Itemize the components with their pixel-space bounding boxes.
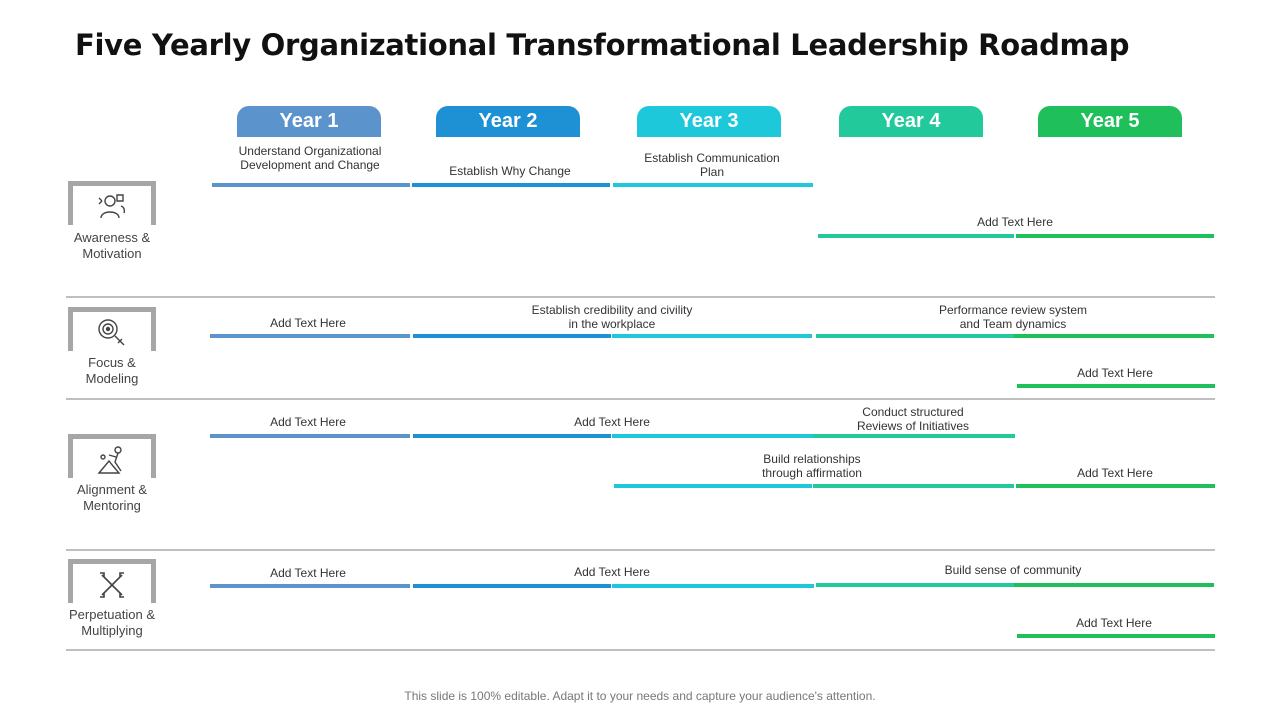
category-awareness-label: Awareness & Motivation bbox=[73, 230, 151, 261]
task-establish-credibility: Establish credibility and civility in th… bbox=[531, 303, 693, 331]
year-4-label: Year 4 bbox=[881, 110, 941, 132]
category-perpetuation-label: Perpetuation & Multiplying bbox=[68, 607, 155, 638]
bar-alignment-y2 bbox=[413, 434, 611, 438]
bar-perpetuation-y4 bbox=[816, 583, 1014, 587]
row-divider-4 bbox=[66, 649, 1215, 651]
bar-awareness-y5 bbox=[1016, 234, 1214, 238]
perpetuation-icon-frame bbox=[68, 559, 156, 603]
bar-perpetuation-y3 bbox=[612, 584, 814, 588]
task-understand-org-dev: Understand Organizational Development an… bbox=[238, 144, 382, 172]
year-1-label: Year 1 bbox=[279, 110, 339, 132]
bar-perpetuation-y5-extra bbox=[1017, 634, 1215, 638]
bar-focus-y5-extra bbox=[1017, 384, 1215, 388]
task-build-community: Build sense of community bbox=[944, 563, 1082, 577]
year-3-label: Year 3 bbox=[679, 110, 739, 132]
task-build-relationships: Build relationships through affirmation bbox=[762, 452, 862, 480]
bar-focus-y3 bbox=[612, 334, 812, 338]
task-focus-add-text-1: Add Text Here bbox=[270, 316, 346, 330]
year-1-tab: Year 1 bbox=[237, 106, 381, 137]
year-2-tab: Year 2 bbox=[436, 106, 580, 137]
bar-focus-y2 bbox=[413, 334, 611, 338]
year-3-tab: Year 3 bbox=[637, 106, 781, 137]
task-perpetuation-add-text-2: Add Text Here bbox=[574, 565, 650, 579]
bar-perpetuation-y2 bbox=[413, 584, 611, 588]
bar-alignment-y5 bbox=[1016, 484, 1215, 488]
focus-icon-frame bbox=[68, 307, 156, 351]
task-conduct-reviews: Conduct structured Reviews of Initiative… bbox=[856, 405, 970, 433]
bar-alignment-y4 bbox=[813, 434, 1015, 438]
bar-awareness-y1 bbox=[212, 183, 410, 187]
cross-tools-icon bbox=[100, 571, 124, 598]
bar-focus-y4 bbox=[816, 334, 1014, 338]
category-alignment-label: Alignment & Mentoring bbox=[76, 482, 148, 513]
row-divider-2 bbox=[66, 398, 1215, 400]
bar-alignment-y1 bbox=[210, 434, 410, 438]
task-perpetuation-add-text-3: Add Text Here bbox=[1076, 616, 1152, 630]
bar-awareness-y4 bbox=[818, 234, 1014, 238]
alignment-icon-frame bbox=[68, 434, 156, 478]
footer-note: This slide is 100% editable. Adapt it to… bbox=[404, 689, 876, 703]
bar-alignment-y4b bbox=[813, 484, 1014, 488]
bar-awareness-y2 bbox=[412, 183, 610, 187]
awareness-icon-frame bbox=[68, 181, 156, 225]
row-divider-3 bbox=[66, 549, 1215, 551]
task-alignment-add-text-3: Add Text Here bbox=[1077, 466, 1153, 480]
task-establish-communication: Establish Communication Plan bbox=[644, 151, 780, 179]
year-2-label: Year 2 bbox=[478, 110, 538, 132]
year-5-label: Year 5 bbox=[1080, 110, 1140, 132]
task-focus-add-text-2: Add Text Here bbox=[1077, 366, 1153, 380]
task-perpetuation-add-text-1: Add Text Here bbox=[270, 566, 346, 580]
task-establish-why-change: Establish Why Change bbox=[449, 164, 571, 178]
mentoring-people-icon bbox=[97, 445, 122, 474]
bar-alignment-y3b bbox=[614, 484, 812, 488]
bar-perpetuation-y1 bbox=[210, 584, 410, 588]
category-focus-label: Focus & Modeling bbox=[85, 355, 139, 386]
year-4-tab: Year 4 bbox=[839, 106, 983, 137]
year-5-tab: Year 5 bbox=[1038, 106, 1182, 137]
bar-perpetuation-y5 bbox=[1014, 583, 1214, 587]
task-alignment-add-text-1: Add Text Here bbox=[270, 415, 346, 429]
bar-alignment-y3 bbox=[612, 434, 813, 438]
task-alignment-add-text-2: Add Text Here bbox=[574, 415, 650, 429]
team-idea-icon bbox=[98, 193, 126, 218]
row-divider-1 bbox=[66, 296, 1215, 298]
bar-focus-y5 bbox=[1014, 334, 1214, 338]
bar-awareness-y3 bbox=[613, 183, 813, 187]
task-awareness-add-text: Add Text Here bbox=[977, 215, 1053, 229]
page-title: Five Yearly Organizational Transformatio… bbox=[75, 28, 1130, 62]
target-magnifier-icon bbox=[98, 318, 125, 345]
bar-focus-y1 bbox=[210, 334, 410, 338]
task-performance-review: Performance review system and Team dynam… bbox=[938, 303, 1088, 331]
